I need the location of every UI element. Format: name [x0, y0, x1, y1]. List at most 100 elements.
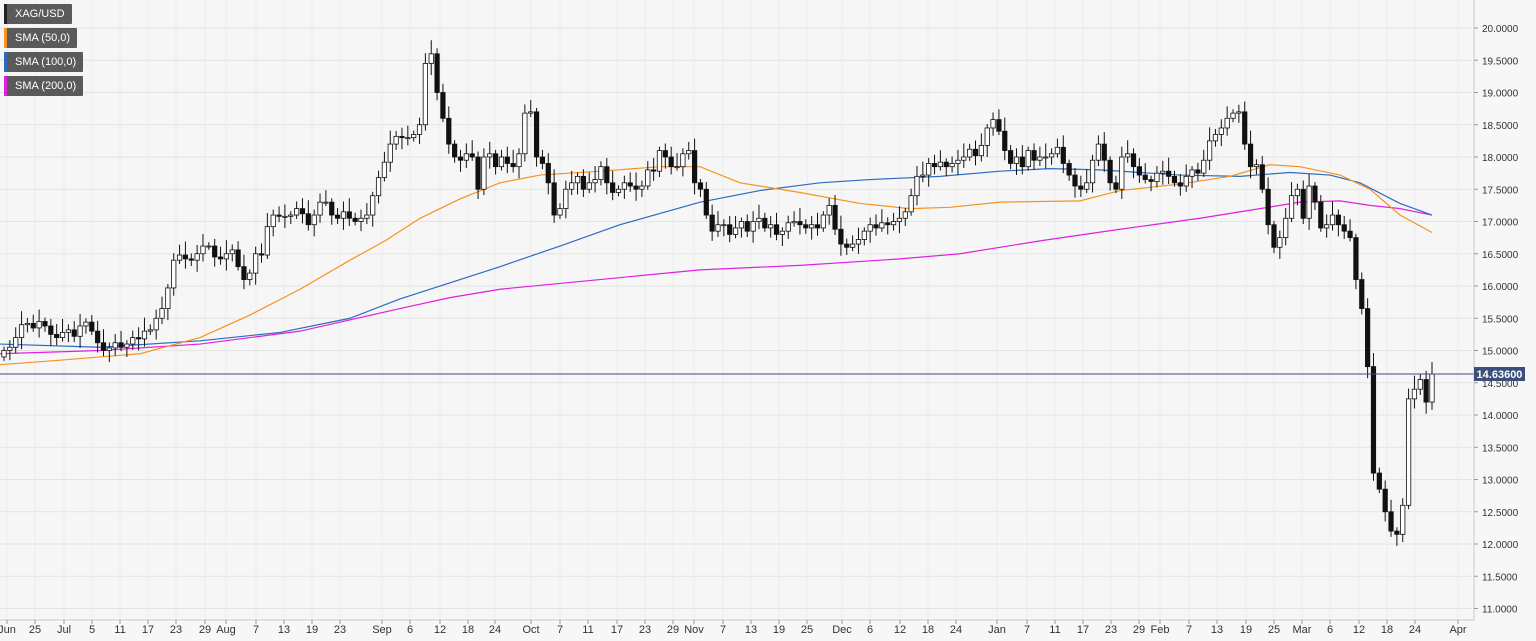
candle-down	[118, 342, 124, 348]
candle-up	[621, 182, 627, 190]
sma-100-path	[0, 168, 1433, 348]
x-tick-label: Jan	[988, 624, 1006, 636]
candle-down	[996, 119, 1002, 132]
candle-up	[1224, 117, 1230, 129]
sma-50-path	[0, 164, 1433, 366]
candle-down	[334, 214, 341, 219]
candle-up	[159, 308, 165, 319]
legend-swatch-sma100	[4, 52, 7, 72]
candle-down	[510, 163, 516, 168]
legend-item-sma200[interactable]: SMA (200,0)	[4, 76, 84, 96]
y-tick-label: 12.5000	[1482, 508, 1519, 519]
candle-up	[1411, 388, 1418, 400]
candle-down	[832, 204, 838, 230]
candle-up	[1013, 156, 1020, 164]
candle-up	[1043, 156, 1049, 159]
candle-up	[498, 156, 505, 168]
candle-up	[229, 249, 235, 255]
candle-up	[1189, 169, 1195, 177]
candle-up	[487, 153, 493, 158]
candle-up	[896, 217, 903, 222]
candle-up	[528, 111, 534, 114]
x-tick-label: 6	[1327, 624, 1333, 636]
x-tick-label: 7	[557, 624, 563, 636]
candle-up	[463, 153, 469, 161]
candle-down	[136, 337, 142, 340]
candle-up	[106, 347, 112, 351]
candle-down	[188, 258, 194, 261]
candle-down	[305, 213, 311, 226]
candle-down	[727, 224, 733, 235]
candle-down	[440, 92, 446, 119]
candle-up	[1288, 195, 1295, 219]
candle-up	[926, 163, 932, 176]
x-tick-label: 13	[278, 624, 290, 636]
candle-down	[803, 224, 809, 229]
candle-down	[814, 224, 821, 229]
x-tick-label: 24	[1409, 624, 1421, 636]
candle-up	[112, 342, 118, 349]
candle-down	[703, 188, 709, 216]
candle-up	[1207, 140, 1213, 161]
candle-up	[990, 119, 996, 129]
y-tick-label: 15.5000	[1482, 314, 1519, 325]
candle-up	[516, 153, 522, 168]
candle-down	[1347, 230, 1353, 239]
candle-down	[1130, 153, 1137, 168]
legend-swatch-sma50	[4, 28, 7, 48]
candle-down	[709, 214, 715, 232]
y-tick-label: 18.5000	[1482, 121, 1519, 132]
candle-up	[1160, 170, 1166, 174]
sma-100-line	[0, 168, 1433, 348]
candle-down	[1394, 530, 1400, 535]
candle-down	[697, 182, 704, 190]
x-tick-label: 12	[434, 624, 446, 636]
candle-up	[574, 175, 581, 184]
sma-200-line	[0, 200, 1433, 355]
candle-up	[13, 337, 19, 348]
y-tick-label: 17.0000	[1482, 218, 1519, 229]
candle-up	[270, 214, 276, 228]
x-tick-label: Nov	[684, 624, 704, 636]
x-tick-label: 12	[894, 624, 906, 636]
candle-down	[299, 208, 306, 215]
candle-up	[738, 221, 745, 229]
candle-down	[493, 153, 499, 168]
candle-down	[1136, 166, 1142, 176]
x-tick-label: 25	[1268, 624, 1280, 636]
candle-down	[71, 329, 77, 337]
x-tick-label: 5	[89, 624, 95, 636]
candle-down	[1382, 488, 1388, 513]
plot-background	[0, 0, 1472, 620]
legend-item-xagusd[interactable]: XAG/USD	[4, 4, 72, 24]
candle-down	[1353, 237, 1359, 280]
candle-up	[902, 211, 908, 219]
x-tick-label: 19	[773, 624, 785, 636]
candle-down	[1335, 214, 1341, 226]
candle-down	[1019, 156, 1025, 168]
candle-down	[95, 330, 101, 344]
candle-up	[978, 144, 984, 157]
y-tick-label: 17.5000	[1482, 185, 1519, 196]
candle-down	[1259, 164, 1265, 190]
candle-up	[1405, 398, 1412, 506]
candle-up	[83, 321, 89, 327]
legend-item-sma50[interactable]: SMA (50,0)	[4, 28, 78, 48]
x-tick-label: 18	[462, 624, 474, 636]
candle-up	[194, 253, 200, 261]
candle-up	[1230, 112, 1236, 119]
candle-down	[48, 325, 54, 335]
candle-up	[1429, 373, 1435, 403]
x-tick-label: Dec	[832, 624, 852, 636]
y-tick-label: 12.0000	[1482, 540, 1519, 551]
candle-up	[1400, 504, 1406, 535]
candle-up	[141, 330, 148, 340]
legend-swatch-xagusd	[4, 4, 7, 24]
candle-up	[715, 224, 721, 232]
x-tick-label: 25	[29, 624, 41, 636]
y-tick-label: 13.5000	[1482, 443, 1519, 454]
candle-up	[1119, 156, 1125, 190]
legend-item-sma100[interactable]: SMA (100,0)	[4, 52, 84, 72]
candle-up	[955, 159, 961, 164]
candle-up	[1417, 379, 1423, 390]
